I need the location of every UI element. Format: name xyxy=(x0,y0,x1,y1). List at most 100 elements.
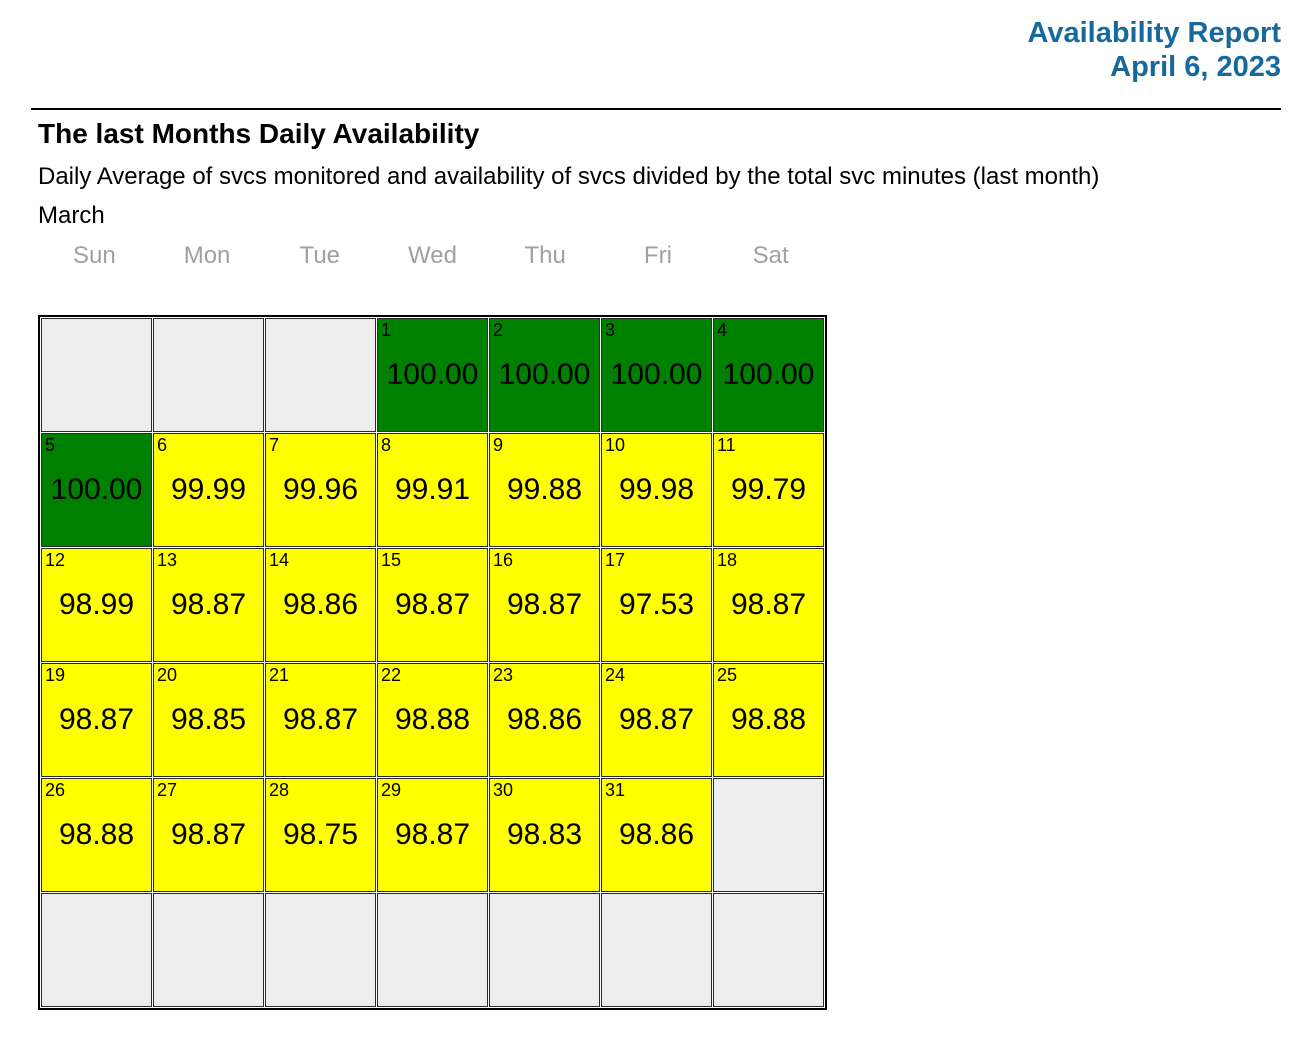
calendar-day-cell-21: 21 98.87 xyxy=(265,663,376,777)
calendar-week-row: 26 98.88 27 98.87 28 98.75 29 98.87 30 98.83 31 98.… xyxy=(41,778,824,892)
calendar-empty-cell xyxy=(265,318,376,432)
calendar-week-row: 12 98.99 13 98.87 14 98.86 15 98.87 16 98.87 17 97.… xyxy=(41,548,824,662)
section-subtitle: Daily Average of svcs monitored and avai… xyxy=(38,163,1100,190)
calendar-day-cell-15: 15 98.87 xyxy=(377,548,488,662)
availability-value: 97.53 xyxy=(618,588,695,621)
calendar-day-cell-16: 16 98.87 xyxy=(489,548,600,662)
calendar-day-cell-17: 17 97.53 xyxy=(601,548,712,662)
calendar-empty-cell xyxy=(601,893,712,1007)
availability-calendar: 1 100.00 2 100.00 3 100.00 4 100.00 5 100.00 6 99.9… xyxy=(38,315,827,1010)
availability-value: 98.87 xyxy=(506,588,583,621)
calendar-day-cell-18: 18 98.87 xyxy=(713,548,824,662)
day-number: 20 xyxy=(157,665,178,685)
day-number: 12 xyxy=(45,550,66,570)
availability-value: 98.83 xyxy=(506,818,583,851)
report-title: Availability Report xyxy=(1027,17,1281,49)
calendar-empty-cell xyxy=(377,893,488,1007)
day-number: 17 xyxy=(605,550,626,570)
availability-value: 98.87 xyxy=(170,818,247,851)
calendar-day-cell-14: 14 98.86 xyxy=(265,548,376,662)
weekday-label-fri: Fri xyxy=(643,242,672,269)
availability-value: 100.00 xyxy=(386,358,479,391)
calendar-day-cell-5: 5 100.00 xyxy=(41,433,152,547)
calendar-empty-cell xyxy=(41,893,152,1007)
day-number: 7 xyxy=(269,435,280,455)
day-number: 16 xyxy=(493,550,514,570)
calendar-empty-cell xyxy=(713,778,824,892)
calendar-day-cell-7: 7 99.96 xyxy=(265,433,376,547)
calendar-day-cell-3: 3 100.00 xyxy=(601,318,712,432)
availability-value: 99.96 xyxy=(282,473,359,506)
header-divider xyxy=(31,108,1281,110)
calendar-day-cell-2: 2 100.00 xyxy=(489,318,600,432)
day-number: 14 xyxy=(269,550,290,570)
report-date: April 6, 2023 xyxy=(1110,51,1281,83)
calendar-day-cell-25: 25 98.88 xyxy=(713,663,824,777)
calendar-grid-body: 1 100.00 2 100.00 3 100.00 4 100.00 5 100.00 6 99.9… xyxy=(41,318,824,1007)
calendar-week-row xyxy=(41,893,824,1007)
day-number: 1 xyxy=(381,320,392,340)
calendar-day-cell-12: 12 98.99 xyxy=(41,548,152,662)
day-number: 11 xyxy=(717,435,736,455)
availability-value: 98.86 xyxy=(506,703,583,736)
availability-value: 98.88 xyxy=(730,703,807,736)
availability-value: 99.98 xyxy=(618,473,695,506)
day-number: 8 xyxy=(381,435,392,455)
availability-value: 100.00 xyxy=(50,473,143,506)
calendar-day-cell-10: 10 99.98 xyxy=(601,433,712,547)
availability-value: 100.00 xyxy=(610,358,703,391)
calendar-day-cell-1: 1 100.00 xyxy=(377,318,488,432)
calendar-day-cell-20: 20 98.85 xyxy=(153,663,264,777)
calendar-empty-cell xyxy=(265,893,376,1007)
weekday-label-thu: Thu xyxy=(524,242,566,269)
day-number: 2 xyxy=(493,320,504,340)
availability-value: 98.87 xyxy=(282,703,359,736)
calendar-day-cell-26: 26 98.88 xyxy=(41,778,152,892)
day-number: 19 xyxy=(45,665,66,685)
calendar-day-cell-24: 24 98.87 xyxy=(601,663,712,777)
day-number: 21 xyxy=(269,665,290,685)
day-number: 9 xyxy=(493,435,504,455)
availability-value: 98.87 xyxy=(618,703,695,736)
calendar-day-cell-9: 9 99.88 xyxy=(489,433,600,547)
calendar-empty-cell xyxy=(41,318,152,432)
day-number: 30 xyxy=(493,780,514,800)
calendar-day-cell-11: 11 99.79 xyxy=(713,433,824,547)
calendar-day-cell-27: 27 98.87 xyxy=(153,778,264,892)
weekday-label-wed: Wed xyxy=(408,242,457,269)
calendar-day-cell-19: 19 98.87 xyxy=(41,663,152,777)
calendar-day-cell-30: 30 98.83 xyxy=(489,778,600,892)
day-number: 22 xyxy=(381,665,402,685)
day-number: 6 xyxy=(157,435,168,455)
day-number: 27 xyxy=(157,780,178,800)
day-number: 5 xyxy=(45,435,56,455)
calendar-empty-cell xyxy=(153,318,264,432)
availability-value: 98.87 xyxy=(394,818,471,851)
day-number: 28 xyxy=(269,780,290,800)
weekday-label-sun: Sun xyxy=(73,242,116,269)
availability-value: 98.87 xyxy=(58,703,135,736)
calendar-week-row: 1 100.00 2 100.00 3 100.00 4 100.00 xyxy=(41,318,824,432)
calendar-week-row: 19 98.87 20 98.85 21 98.87 22 98.88 23 98.86 24 98.… xyxy=(41,663,824,777)
weekday-label-mon: Mon xyxy=(183,242,231,269)
calendar-day-cell-13: 13 98.87 xyxy=(153,548,264,662)
day-number: 24 xyxy=(605,665,626,685)
calendar-day-cell-6: 6 99.99 xyxy=(153,433,264,547)
calendar-empty-cell xyxy=(489,893,600,1007)
day-number: 4 xyxy=(717,320,728,340)
calendar-day-cell-22: 22 98.88 xyxy=(377,663,488,777)
calendar-day-cell-23: 23 98.86 xyxy=(489,663,600,777)
section-heading: The last Months Daily Availability xyxy=(38,118,480,149)
availability-value: 98.87 xyxy=(730,588,807,621)
day-number: 18 xyxy=(717,550,738,570)
availability-value: 98.88 xyxy=(58,818,135,851)
availability-value: 98.86 xyxy=(282,588,359,621)
availability-value: 98.88 xyxy=(394,703,471,736)
day-number: 31 xyxy=(605,780,626,800)
day-number: 26 xyxy=(45,780,66,800)
calendar-day-cell-29: 29 98.87 xyxy=(377,778,488,892)
month-label: March xyxy=(38,202,105,229)
calendar-week-row: 5 100.00 6 99.99 7 99.96 8 99.91 9 99.88 10 99.98 11… xyxy=(41,433,824,547)
availability-value: 98.87 xyxy=(394,588,471,621)
